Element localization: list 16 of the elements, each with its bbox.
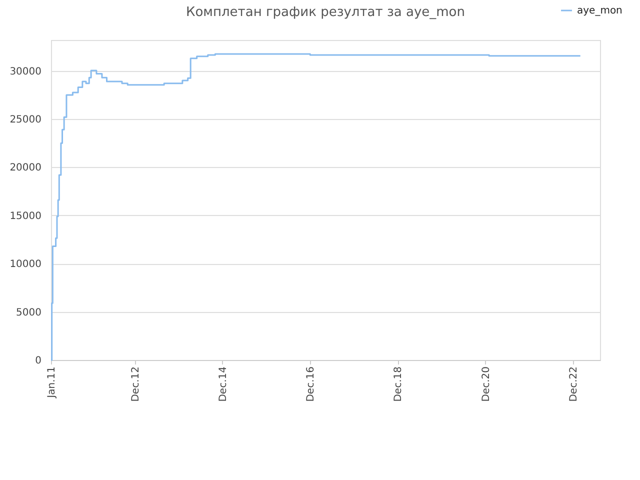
x-tick-label: Dec.18 bbox=[393, 366, 404, 402]
x-tick-label: Dec.12 bbox=[130, 366, 142, 402]
x-tick-label: Dec.20 bbox=[480, 366, 492, 402]
x-tick-label: Dec.16 bbox=[306, 366, 317, 402]
x-tick-label: Dec.22 bbox=[568, 366, 580, 402]
y-tick-label: 5000 bbox=[16, 307, 42, 318]
y-tick-label: 25000 bbox=[10, 114, 42, 126]
y-tick-label: 30000 bbox=[10, 66, 42, 78]
legend-label: aye_mon bbox=[577, 6, 622, 16]
chart-title: Комплетан график резултат за aye_mon bbox=[186, 5, 465, 20]
x-tick-label: Dec.14 bbox=[218, 366, 229, 402]
y-tick-label: 20000 bbox=[10, 162, 42, 174]
y-tick-label: 10000 bbox=[10, 259, 42, 270]
y-tick-label: 0 bbox=[35, 356, 42, 366]
x-tick-label: Jan.11 bbox=[46, 366, 58, 399]
y-tick-label: 15000 bbox=[10, 210, 42, 222]
